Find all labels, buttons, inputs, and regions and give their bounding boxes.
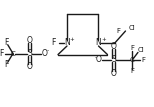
Text: O: O: [111, 42, 116, 51]
Text: C: C: [130, 57, 135, 63]
Text: O: O: [111, 69, 116, 78]
Text: F: F: [0, 49, 4, 58]
Text: F: F: [4, 60, 8, 69]
Text: F: F: [130, 45, 134, 51]
Text: S: S: [111, 55, 116, 64]
Text: -: -: [94, 55, 97, 60]
Text: C: C: [11, 51, 15, 56]
Text: N: N: [64, 38, 70, 47]
Text: +: +: [70, 37, 74, 42]
Text: F: F: [51, 38, 56, 47]
Text: S: S: [27, 49, 32, 58]
Text: F: F: [130, 68, 134, 74]
Text: O: O: [41, 49, 47, 58]
Text: O: O: [26, 36, 32, 45]
Text: O: O: [26, 62, 32, 71]
Text: +: +: [101, 37, 106, 42]
Text: -: -: [47, 49, 49, 54]
Text: Cl: Cl: [138, 47, 144, 53]
Text: Cl: Cl: [128, 25, 135, 31]
Text: N: N: [96, 38, 101, 47]
Text: F: F: [116, 28, 120, 34]
Text: O: O: [96, 55, 102, 64]
Text: F: F: [4, 38, 8, 47]
Text: F: F: [141, 57, 145, 63]
